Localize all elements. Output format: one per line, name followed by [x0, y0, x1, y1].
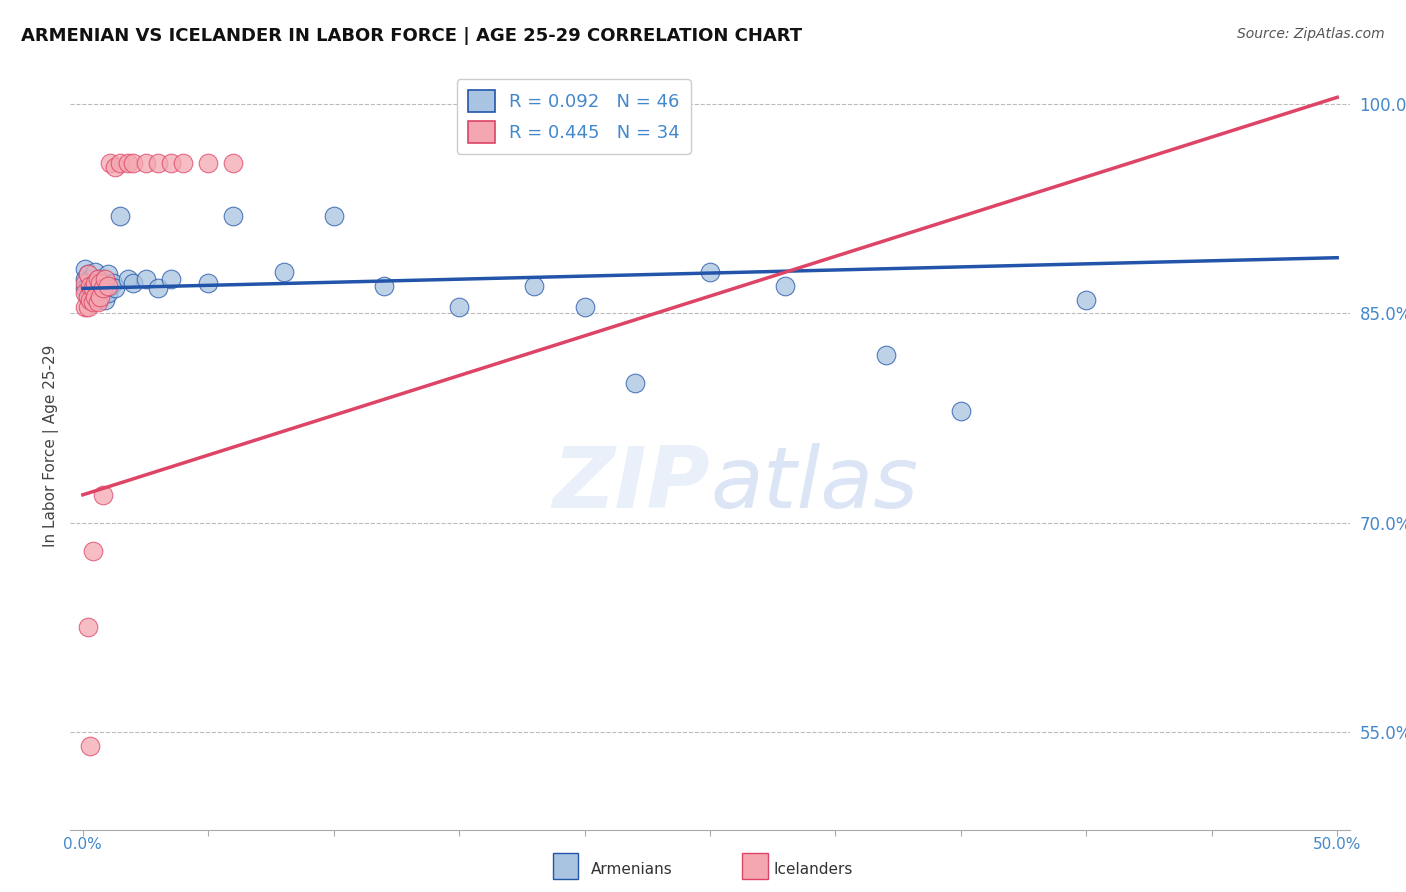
- Point: [172, 156, 194, 170]
- Point: [76, 268, 98, 282]
- Point: [75, 300, 97, 314]
- Point: [79, 293, 101, 307]
- Point: [273, 265, 295, 279]
- FancyBboxPatch shape: [742, 854, 768, 879]
- Point: [75, 285, 97, 300]
- Text: atlas: atlas: [710, 442, 918, 526]
- Point: [94, 271, 117, 285]
- Point: [197, 276, 219, 290]
- Point: [91, 488, 114, 502]
- Point: [100, 156, 122, 170]
- Point: [76, 300, 98, 314]
- Point: [89, 285, 111, 300]
- Point: [94, 293, 117, 307]
- Point: [84, 278, 107, 293]
- Point: [117, 271, 139, 285]
- Point: [1076, 293, 1098, 307]
- Point: [97, 278, 120, 293]
- FancyBboxPatch shape: [553, 854, 578, 879]
- Point: [110, 156, 132, 170]
- Point: [91, 281, 114, 295]
- Point: [87, 271, 110, 285]
- Y-axis label: In Labor Force | Age 25-29: In Labor Force | Age 25-29: [44, 345, 59, 547]
- Point: [76, 290, 98, 304]
- Point: [623, 376, 645, 391]
- Point: [775, 278, 797, 293]
- Point: [135, 156, 157, 170]
- Text: ZIP: ZIP: [553, 442, 710, 526]
- Point: [84, 290, 107, 304]
- Point: [122, 276, 145, 290]
- Point: [159, 271, 181, 285]
- Point: [373, 278, 395, 293]
- Point: [89, 290, 111, 304]
- Point: [222, 156, 245, 170]
- Text: 0.0%: 0.0%: [63, 837, 103, 852]
- Text: 50.0%: 50.0%: [1313, 837, 1361, 852]
- Point: [82, 295, 104, 310]
- Point: [87, 295, 110, 310]
- Text: Icelanders: Icelanders: [773, 863, 852, 877]
- Point: [97, 268, 120, 282]
- Point: [146, 156, 169, 170]
- Text: Armenians: Armenians: [591, 863, 672, 877]
- Point: [94, 276, 117, 290]
- Point: [104, 281, 127, 295]
- Point: [91, 271, 114, 285]
- Point: [76, 268, 98, 282]
- Point: [79, 278, 101, 293]
- Point: [82, 281, 104, 295]
- Point: [87, 293, 110, 307]
- Point: [75, 261, 97, 276]
- Point: [79, 285, 101, 300]
- Point: [110, 209, 132, 223]
- Point: [76, 278, 98, 293]
- Legend: R = 0.092   N = 46, R = 0.445   N = 34: R = 0.092 N = 46, R = 0.445 N = 34: [457, 79, 690, 154]
- Point: [75, 271, 97, 285]
- Point: [87, 271, 110, 285]
- Point: [122, 156, 145, 170]
- Point: [76, 290, 98, 304]
- Point: [449, 300, 471, 314]
- Text: ARMENIAN VS ICELANDER IN LABOR FORCE | AGE 25-29 CORRELATION CHART: ARMENIAN VS ICELANDER IN LABOR FORCE | A…: [21, 27, 803, 45]
- Point: [82, 543, 104, 558]
- Point: [222, 209, 245, 223]
- Point: [574, 300, 596, 314]
- Point: [104, 160, 127, 174]
- Point: [79, 739, 101, 753]
- Point: [135, 271, 157, 285]
- Point: [322, 209, 344, 223]
- Point: [75, 276, 97, 290]
- Point: [146, 281, 169, 295]
- Point: [84, 265, 107, 279]
- Point: [76, 620, 98, 634]
- Point: [82, 276, 104, 290]
- Point: [523, 278, 546, 293]
- Point: [101, 276, 124, 290]
- Point: [117, 156, 139, 170]
- Point: [949, 404, 972, 418]
- Point: [84, 276, 107, 290]
- Point: [79, 271, 101, 285]
- Point: [75, 281, 97, 295]
- Point: [699, 265, 721, 279]
- Point: [159, 156, 181, 170]
- Point: [79, 278, 101, 293]
- Point: [89, 278, 111, 293]
- Point: [197, 156, 219, 170]
- Point: [89, 276, 111, 290]
- Point: [97, 285, 120, 300]
- Point: [875, 348, 897, 362]
- Point: [100, 278, 122, 293]
- Point: [91, 281, 114, 295]
- Point: [82, 281, 104, 295]
- Text: Source: ZipAtlas.com: Source: ZipAtlas.com: [1237, 27, 1385, 41]
